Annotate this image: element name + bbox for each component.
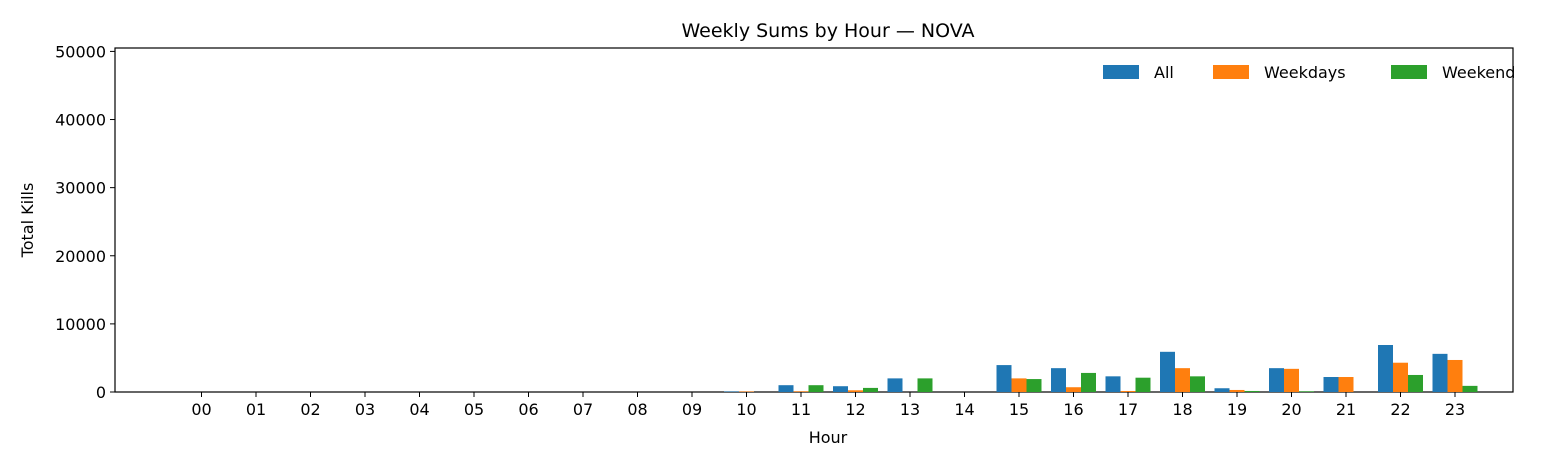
bar-weekend-22	[1408, 374, 1423, 392]
x-tick-label: 09	[682, 400, 702, 419]
bar-weekdays-11	[793, 391, 809, 392]
y-tick-label: 50000	[55, 42, 106, 61]
bar-weekdays-15	[1011, 378, 1027, 392]
y-axis-label: Total Kills	[18, 183, 37, 259]
bar-weekdays-12	[848, 390, 863, 392]
x-tick-label: 05	[464, 400, 484, 419]
x-tick-label: 17	[1118, 400, 1138, 419]
y-tick-label: 40000	[55, 111, 106, 130]
bar-weekend-19	[1244, 390, 1260, 392]
legend-swatch-weekdays	[1213, 65, 1249, 79]
y-tick-label: 30000	[55, 179, 106, 198]
x-tick-label: 13	[900, 400, 920, 419]
legend-label-weekdays: Weekdays	[1264, 63, 1346, 82]
legend-label-all: All	[1154, 63, 1174, 82]
bar-weekend-15	[1026, 379, 1042, 392]
bar-weekdays-21	[1338, 377, 1354, 392]
y-axis-ticks: 0 10000 20000 30000 40000 50000	[55, 42, 115, 402]
y-tick-label: 0	[96, 383, 106, 402]
x-tick-label: 02	[300, 400, 320, 419]
bar-weekend-16	[1081, 372, 1096, 392]
bar-weekend-20	[1299, 391, 1314, 392]
x-tick-label: 11	[791, 400, 811, 419]
x-tick-label: 14	[954, 400, 974, 419]
x-tick-label: 19	[1227, 400, 1247, 419]
bars-group	[724, 345, 1478, 392]
x-axis-label: Hour	[809, 428, 848, 447]
bar-all-11	[778, 385, 794, 392]
x-tick-label: 07	[573, 400, 593, 419]
bar-weekdays-20	[1284, 368, 1299, 392]
bar-weekdays-18	[1175, 368, 1190, 392]
plot-frame	[114, 47, 1514, 393]
x-tick-label: 16	[1063, 400, 1083, 419]
y-tick-label: 10000	[55, 315, 106, 334]
x-tick-label: 21	[1336, 400, 1356, 419]
bar-weekdays-16	[1066, 387, 1081, 392]
bar-all-20	[1269, 368, 1284, 392]
bar-all-15	[996, 365, 1012, 392]
bar-weekdays-22	[1393, 362, 1408, 392]
x-tick-label: 12	[845, 400, 865, 419]
legend-swatch-weekend	[1391, 65, 1427, 79]
bar-all-10	[724, 391, 739, 392]
bar-weekend-23	[1462, 385, 1478, 392]
x-tick-label: 00	[191, 400, 211, 419]
plot-area: 00 01 02 03 04 05 06 07 08 09 10 11 12 13 14 15 16 17 18 19…	[55, 42, 1514, 419]
x-tick-label: 22	[1390, 400, 1410, 419]
x-tick-label: 08	[627, 400, 647, 419]
bar-weekdays-19	[1229, 389, 1245, 392]
legend-swatch-all	[1103, 65, 1139, 79]
x-tick-label: 18	[1172, 400, 1192, 419]
x-tick-label: 15	[1009, 400, 1029, 419]
bar-weekend-17	[1135, 377, 1151, 392]
bar-all-18	[1160, 351, 1175, 392]
bar-weekend-18	[1190, 376, 1205, 392]
bar-all-23	[1432, 353, 1448, 392]
x-tick-label: 01	[246, 400, 266, 419]
bar-all-21	[1323, 377, 1339, 392]
bar-all-19	[1214, 388, 1230, 392]
x-tick-label: 10	[736, 400, 756, 419]
bar-weekdays-10	[739, 391, 754, 392]
x-tick-label: 03	[355, 400, 375, 419]
bar-all-16	[1051, 368, 1066, 392]
legend-label-weekend: Weekend	[1442, 63, 1515, 82]
legend: All Weekdays Weekend	[1103, 63, 1515, 82]
x-tick-label: 04	[409, 400, 429, 419]
x-axis-ticks: 00 01 02 03 04 05 06 07 08 09 10 11 12 13 14 15 16 17 18 19…	[191, 392, 1465, 419]
bar-weekdays-17	[1120, 390, 1136, 392]
bar-all-22	[1378, 345, 1393, 392]
bar-weekend-13	[917, 378, 933, 392]
y-tick-label: 20000	[55, 247, 106, 266]
bar-weekend-11	[808, 385, 824, 392]
bar-all-13	[887, 378, 903, 392]
bar-all-12	[833, 386, 848, 392]
x-tick-label: 20	[1281, 400, 1301, 419]
bar-all-17	[1105, 376, 1121, 392]
bar-weekend-12	[863, 387, 878, 392]
bar-weekdays-23	[1447, 359, 1463, 392]
chart-title: Weekly Sums by Hour — NOVA	[682, 20, 975, 42]
x-tick-label: 23	[1445, 400, 1465, 419]
x-tick-label: 06	[518, 400, 538, 419]
